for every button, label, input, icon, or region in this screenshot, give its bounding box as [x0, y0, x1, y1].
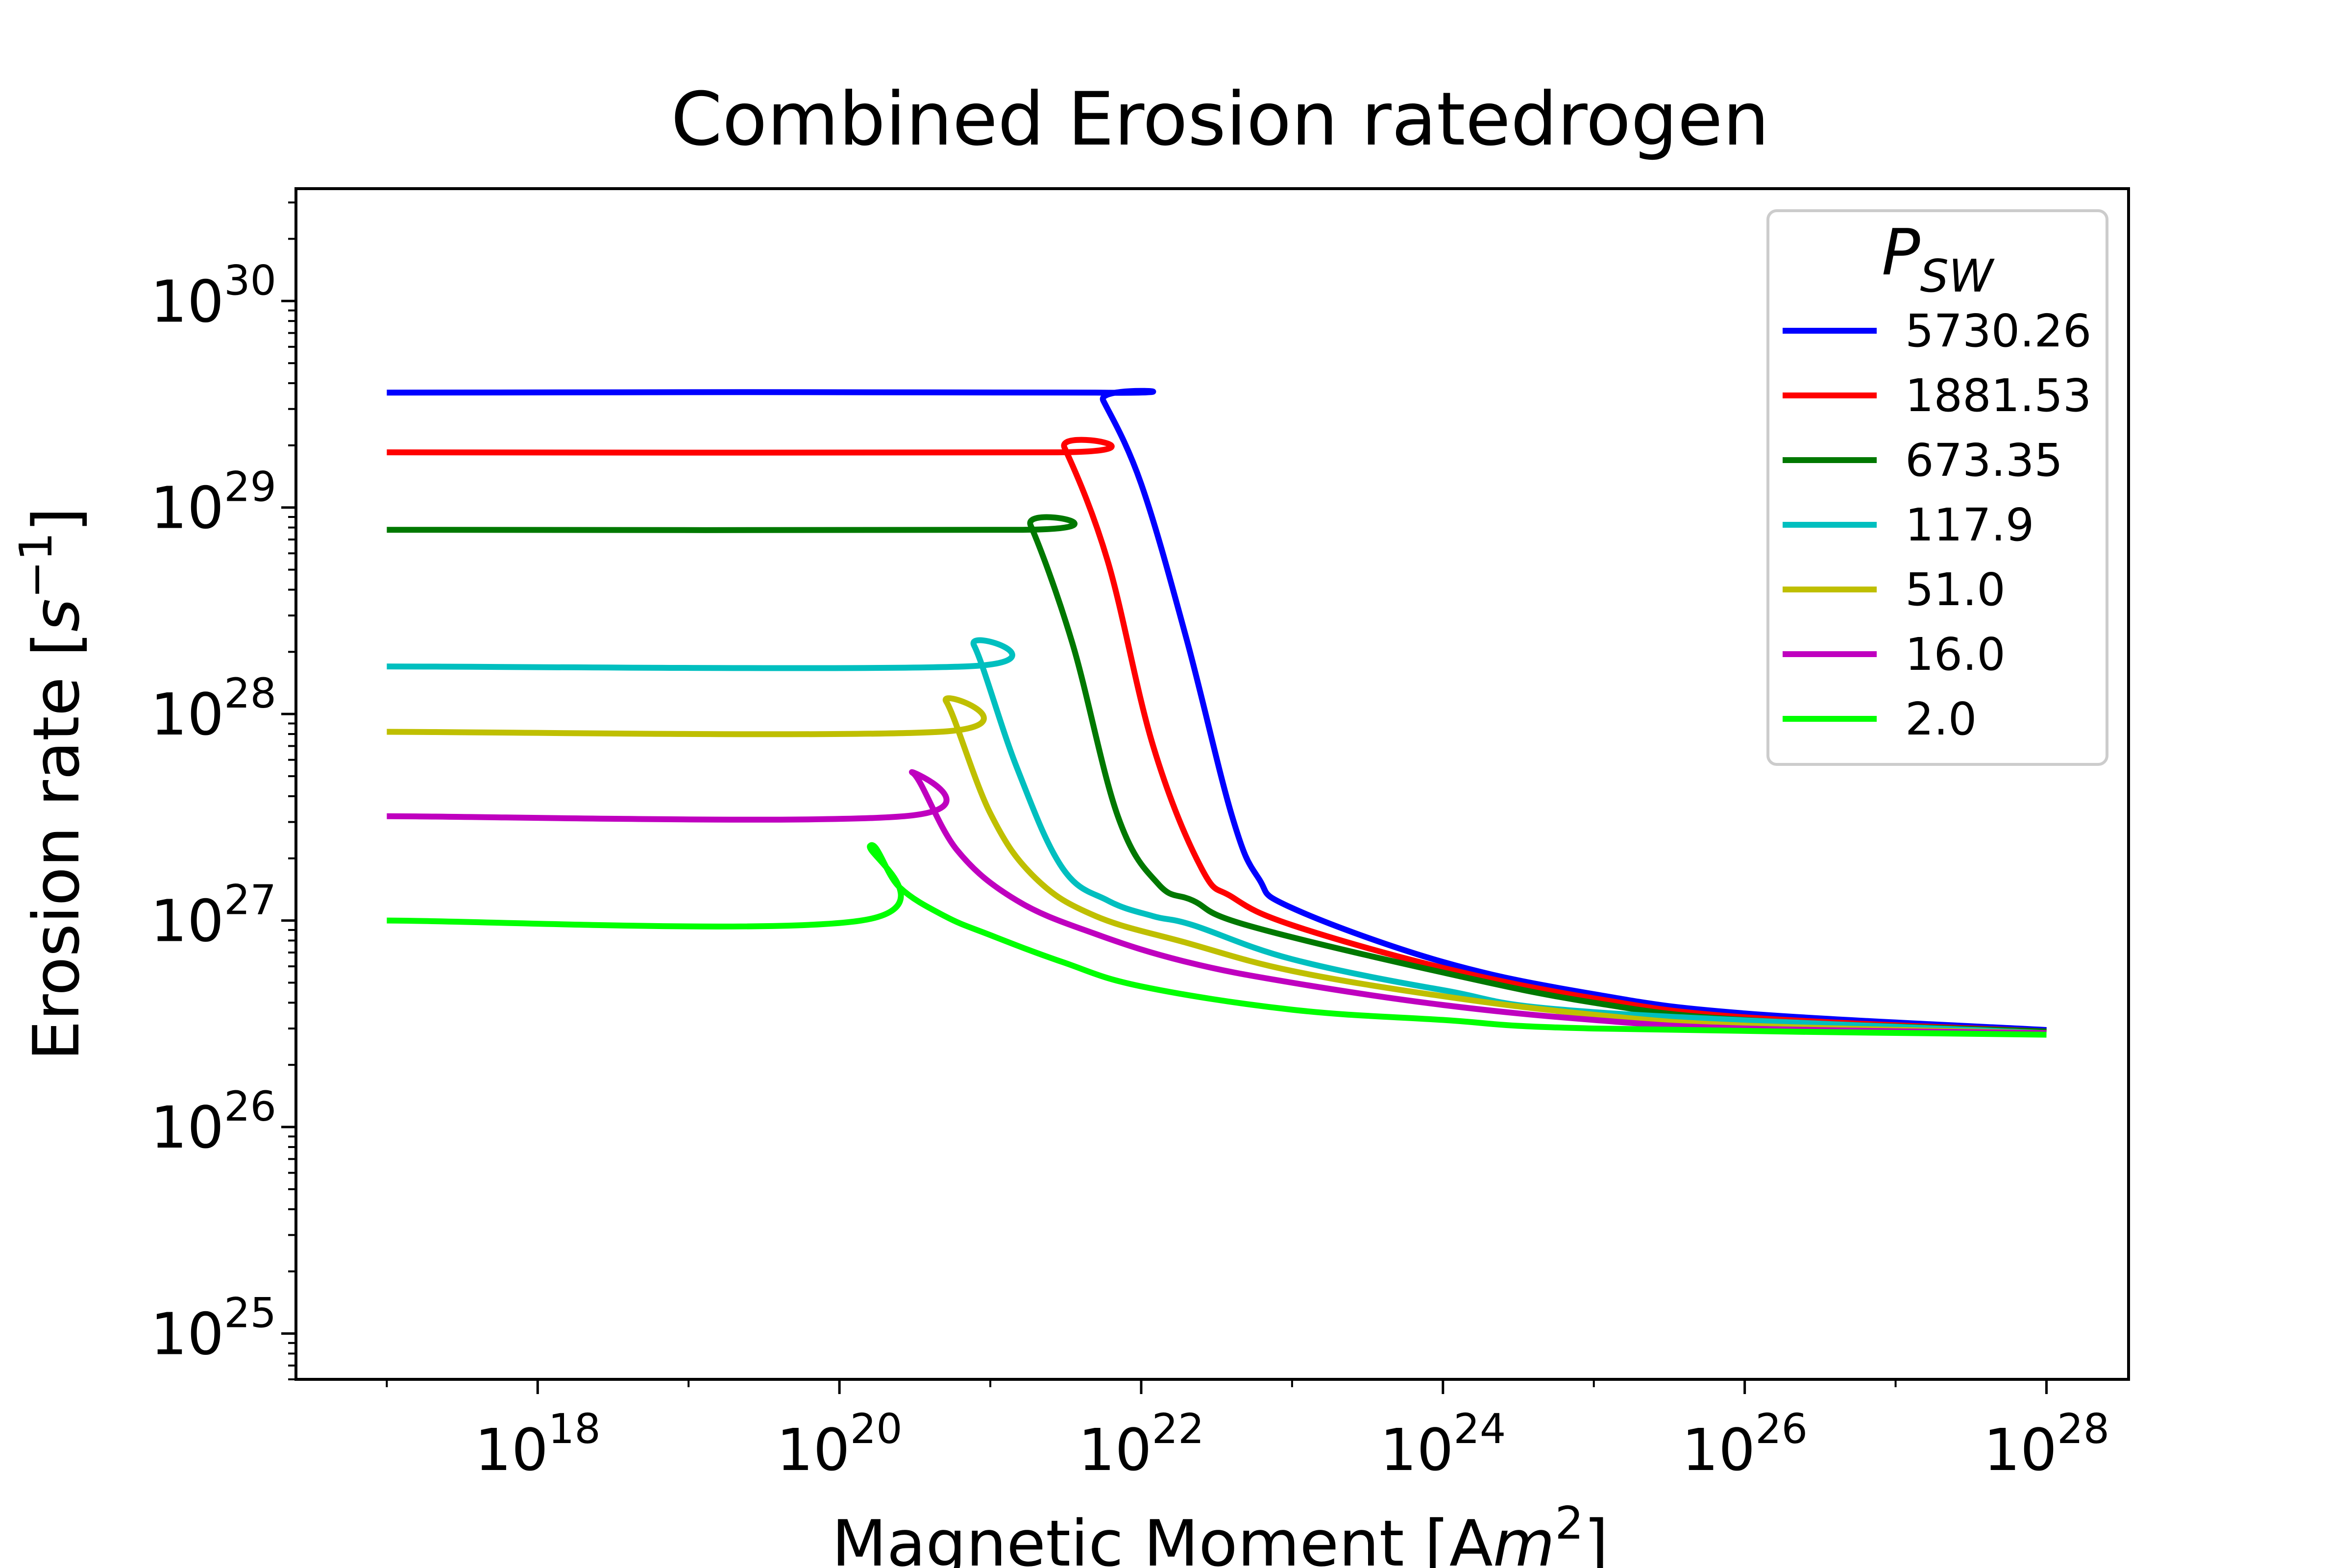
legend-items: 5730.26 1881.53 673.35 117.9 51.0 16.0 2.0 — [1783, 305, 2091, 745]
series-line-51.0 — [387, 695, 2047, 1036]
series-line-673.35 — [387, 514, 2047, 1035]
y-tick-labels: 1025 1026 1027 1028 1029 1030 — [150, 256, 276, 1368]
legend-label: 51.0 — [1905, 564, 2006, 616]
x-tick-label: 1020 — [777, 1405, 903, 1484]
x-tick-labels: 1018 1020 1022 1024 1026 1028 — [475, 1405, 2109, 1484]
legend-label: 5730.26 — [1905, 305, 2091, 357]
tick-group — [281, 201, 2048, 1394]
legend: PSW 5730.26 1881.53 673.35 117.9 51.0 16.0 2.0 — [1766, 209, 2108, 766]
x-axis-label: Magnetic Moment [Am2] — [832, 1497, 1608, 1568]
series-group — [387, 388, 2047, 1038]
y-tick-label: 1025 — [150, 1289, 276, 1368]
y-tick-label: 1030 — [150, 256, 276, 335]
series-line-5730.26 — [387, 388, 2047, 1033]
legend-box — [1766, 209, 2108, 766]
legend-label: 16.0 — [1905, 628, 2006, 681]
y-tick-label: 1029 — [150, 463, 276, 542]
legend-label: 117.9 — [1905, 499, 2034, 551]
legend-label: 2.0 — [1905, 693, 1977, 745]
x-tick-label: 1026 — [1682, 1405, 1808, 1484]
y-tick-label: 1026 — [150, 1082, 276, 1161]
series-line-16.0 — [387, 769, 2047, 1036]
legend-title: PSW — [1882, 215, 1995, 302]
series-line-1881.53 — [387, 437, 2047, 1035]
y-tick-label: 1027 — [150, 876, 276, 955]
x-tick-label: 1022 — [1078, 1405, 1204, 1484]
legend-label: 1881.53 — [1905, 369, 2091, 422]
x-tick-label: 1024 — [1380, 1405, 1506, 1484]
y-tick-label: 1028 — [150, 669, 276, 748]
y-axis-label: Erosion rate [s−1] — [10, 507, 94, 1061]
axes-frame — [294, 187, 2130, 1381]
x-tick-label: 1028 — [1984, 1405, 2109, 1484]
chart-title: Combined Erosion ratedrogen — [671, 77, 1769, 162]
x-tick-label: 1018 — [475, 1405, 601, 1484]
legend-label: 673.35 — [1905, 434, 2063, 487]
series-line-2.0 — [387, 842, 2047, 1038]
